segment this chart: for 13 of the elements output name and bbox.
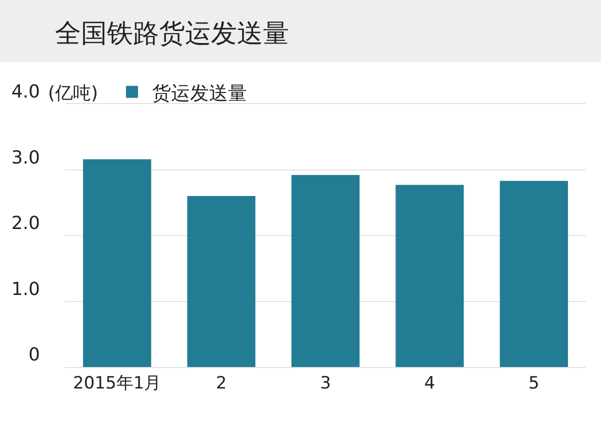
chart-title: 全国铁路货运发送量 — [55, 19, 289, 50]
y-tick-label: 4.0 — [11, 82, 40, 103]
x-tick-label: 5 — [528, 373, 540, 394]
y-tick-label: 0 — [28, 344, 40, 366]
x-tick-label: 3 — [320, 373, 331, 394]
y-tick-label: 2.0 — [11, 213, 40, 234]
y-tick-label: 3.0 — [11, 147, 40, 168]
y-axis-title: (亿吨) — [48, 83, 98, 104]
x-tick-label: 4 — [424, 373, 436, 394]
legend-label: 货运发送量 — [152, 82, 247, 104]
y-tick-label: 1.0 — [11, 278, 40, 300]
x-tick-label: 2 — [216, 373, 227, 394]
x-tick-label: 2015年1月 — [73, 373, 162, 394]
